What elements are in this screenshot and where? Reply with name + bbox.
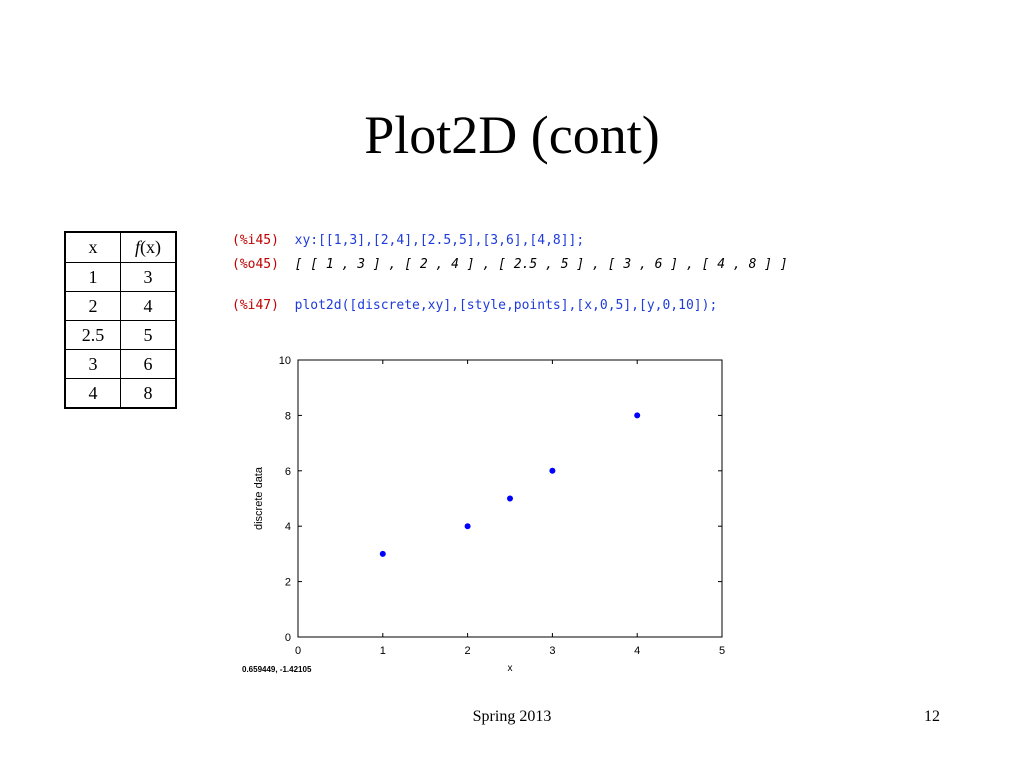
footer-center: Spring 2013 <box>472 708 552 725</box>
table-row: 4 8 <box>64 378 177 409</box>
cell-fx: 8 <box>120 378 177 409</box>
x-tick-label: 0 <box>295 645 301 657</box>
x-tick-label: 1 <box>380 645 386 657</box>
console-line-i45: (%i45) xy:[[1,3],[2,4],[2.5,5],[3,6],[4,… <box>232 233 584 249</box>
data-point <box>379 550 386 557</box>
x-axis: 0 1 2 3 4 5 <box>295 360 725 657</box>
console-line-o45: (%o45) [ [ 1 , 3 ] , [ 2 , 4 ] , [ 2.5 ,… <box>232 257 788 273</box>
y-axis-label: discrete data <box>253 466 265 530</box>
cell-fx: 4 <box>120 291 177 321</box>
console-line-i47: (%i47) plot2d([discrete,xy],[style,point… <box>232 298 717 314</box>
console-prompt: (%o45) <box>232 257 279 272</box>
x-tick-label: 4 <box>634 645 640 657</box>
table-row: 3 6 <box>64 349 177 379</box>
y-tick-label: 0 <box>285 632 291 644</box>
header-x: x <box>64 231 121 263</box>
data-point <box>507 495 513 502</box>
y-tick-label: 4 <box>285 521 291 533</box>
page-number: 12 <box>924 708 940 725</box>
data-point <box>634 412 641 419</box>
console-input-text: plot2d([discrete,xy],[style,points],[x,0… <box>294 298 718 313</box>
data-point <box>549 467 556 474</box>
cell-fx: 5 <box>120 320 177 350</box>
console-output-text: [ [ 1 , 3 ] , [ 2 , 4 ] , [ 2.5 , 5 ] , … <box>294 257 788 272</box>
cell-fx: 3 <box>120 262 177 292</box>
table-header-row: x f(x) <box>64 231 177 263</box>
console-input-text: xy:[[1,3],[2,4],[2.5,5],[3,6],[4,8]]; <box>294 233 585 248</box>
header-fx-f: f <box>134 237 140 257</box>
y-tick-label: 8 <box>285 410 291 422</box>
table-row: 2 4 <box>64 291 177 321</box>
coordinate-readout: 0.659449, -1.42105 <box>242 665 312 674</box>
console-prompt: (%i45) <box>232 233 279 248</box>
cell-x: 3 <box>64 349 121 379</box>
cell-x: 4 <box>64 378 121 409</box>
xy-table: x f(x) 1 3 2 4 2.5 5 3 6 4 8 <box>64 231 177 409</box>
x-tick-label: 3 <box>549 645 555 657</box>
table-row: 1 3 <box>64 262 177 292</box>
x-axis-label: x <box>508 663 513 674</box>
cell-fx: 6 <box>120 349 177 379</box>
y-tick-label: 10 <box>279 355 291 367</box>
console-prompt: (%i47) <box>232 298 279 313</box>
y-tick-label: 6 <box>285 466 291 478</box>
x-tick-label: 5 <box>719 645 725 657</box>
header-fx-rest: (x) <box>140 237 161 257</box>
header-fx: f(x) <box>120 231 177 263</box>
x-tick-label: 2 <box>465 645 471 657</box>
slide-title: Plot2D (cont) <box>364 105 660 165</box>
table-row: 2.5 5 <box>64 320 177 350</box>
y-axis: 0 2 4 6 8 10 <box>279 355 722 644</box>
cell-x: 2 <box>64 291 121 321</box>
cell-x: 2.5 <box>64 320 121 350</box>
cell-x: 1 <box>64 262 121 292</box>
data-points <box>379 412 641 557</box>
data-point <box>464 523 471 530</box>
scatter-plot: 0 1 2 3 4 5 0 2 4 6 8 10 x discrete data 0.659449,… <box>242 355 725 674</box>
y-tick-label: 2 <box>285 577 291 589</box>
